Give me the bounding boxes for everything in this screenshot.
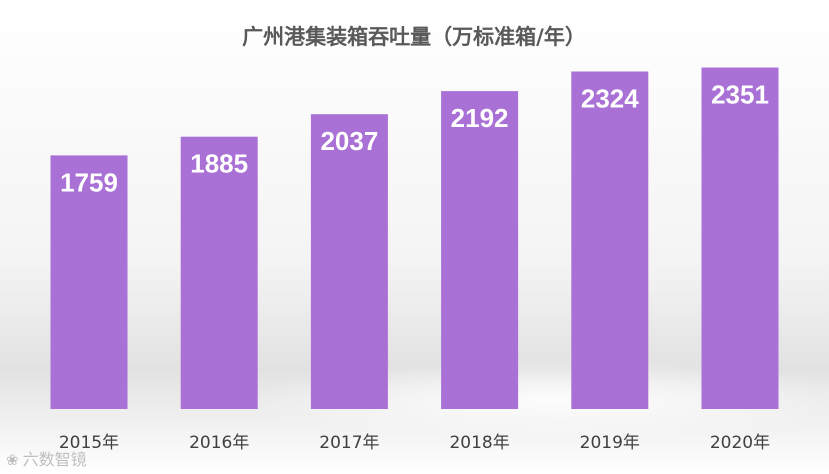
bars-group <box>50 67 779 409</box>
watermark: ❀ 六数智镜 <box>6 446 87 470</box>
data-label-0: 1759 <box>60 167 118 197</box>
category-label-4: 2019年 <box>580 433 640 453</box>
data-label-1: 1885 <box>190 149 248 179</box>
bar-2 <box>310 114 388 409</box>
bar-0 <box>50 155 128 409</box>
watermark-text: 六数智镜 <box>22 450 87 469</box>
bar-1 <box>180 136 258 409</box>
data-labels-group: 1759 1885 2037 2192 2324 2351 <box>60 80 769 198</box>
category-label-2: 2017年 <box>319 433 379 453</box>
category-label-0: 2015年 <box>59 433 119 453</box>
category-label-3: 2018年 <box>449 433 509 453</box>
chart-title: 广州港集装箱吞吐量（万标准箱/年） <box>242 25 586 49</box>
data-label-4: 2324 <box>581 84 639 114</box>
bar-5 <box>701 67 779 409</box>
category-label-1: 2016年 <box>189 433 249 453</box>
bar-3 <box>441 91 519 409</box>
category-labels-group: 2015年 2016年 2017年 2018年 2019年 2020年 <box>59 433 770 453</box>
data-label-3: 2192 <box>451 103 509 133</box>
category-label-5: 2020年 <box>710 433 770 453</box>
bar-4 <box>571 71 649 409</box>
data-label-5: 2351 <box>711 80 769 110</box>
brain-logo-icon: ❀ <box>6 451 19 469</box>
data-label-2: 2037 <box>320 126 378 156</box>
